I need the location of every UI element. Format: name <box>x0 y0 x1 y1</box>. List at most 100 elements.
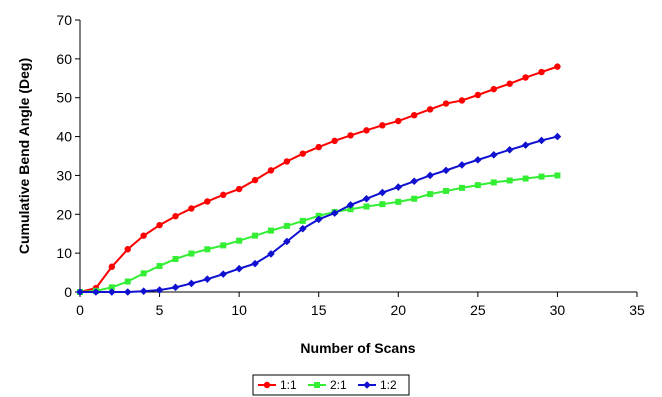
data-point-1-1 <box>204 198 211 205</box>
data-point-1-2 <box>505 145 514 154</box>
data-point-2-1 <box>299 217 306 224</box>
y-axis-title: Cumulative Bend Angle (Deg) <box>16 58 32 254</box>
data-point-1-1 <box>283 158 291 165</box>
data-point-1-1 <box>411 112 418 119</box>
data-point-1-1 <box>299 150 306 157</box>
y-tick-label: 40 <box>56 129 72 145</box>
data-point-1-2 <box>92 288 100 296</box>
data-point-2-1 <box>347 206 354 213</box>
data-point-1-2 <box>267 250 275 258</box>
series-line-2-1 <box>79 174 558 293</box>
data-point-1-2 <box>123 288 132 296</box>
data-point-1-2 <box>330 209 339 217</box>
data-point-1-2 <box>283 237 291 246</box>
data-point-2-1 <box>172 255 179 262</box>
data-point-2-1 <box>554 172 561 179</box>
data-point-1-1 <box>156 221 163 229</box>
data-point-1-1 <box>140 232 147 239</box>
data-point-2-1 <box>124 278 131 285</box>
x-tick-label: 15 <box>311 302 327 318</box>
data-point-1-1 <box>474 91 482 99</box>
data-point-1-2 <box>219 270 228 278</box>
x-ticks: 0 5 10 15 20 25 30 35 <box>76 292 645 318</box>
data-point-1-2 <box>537 136 546 145</box>
data-point-2-1 <box>411 195 418 202</box>
data-point-1-1 <box>124 246 131 253</box>
data-point-1-1 <box>315 143 322 151</box>
y-tick-label: 0 <box>64 284 72 300</box>
data-point-2-1 <box>220 242 227 249</box>
legend-swatch-marker <box>314 382 320 388</box>
data-point-1-2 <box>394 183 403 191</box>
legend-item-2-1: 2:1 <box>308 378 347 392</box>
legend: 1:1 2:1 1:2 <box>252 374 410 396</box>
data-point-1-2 <box>171 283 180 292</box>
axes <box>79 20 637 293</box>
data-point-1-1 <box>220 191 227 199</box>
data-point-1-1 <box>506 80 513 87</box>
data-point-1-1 <box>172 213 179 220</box>
x-tick-label: 20 <box>390 302 406 318</box>
legend-box <box>252 374 410 396</box>
data-point-1-1 <box>426 106 434 113</box>
data-point-1-1 <box>458 97 466 104</box>
data-point-1-1 <box>442 100 450 107</box>
data-point-1-1 <box>395 117 402 125</box>
legend-item-1-1: 1:1 <box>258 378 297 392</box>
y-tick-label: 20 <box>56 206 72 222</box>
data-point-1-2 <box>362 194 371 203</box>
data-point-1-2 <box>299 224 307 233</box>
data-point-1-2 <box>426 171 434 180</box>
data-point-2-1 <box>474 182 481 189</box>
data-point-1-2 <box>314 215 323 224</box>
data-point-1-1 <box>490 85 497 93</box>
x-tick-label: 5 <box>156 302 164 318</box>
data-point-1-2 <box>553 132 562 141</box>
y-tick-label: 50 <box>56 90 72 106</box>
data-point-1-1 <box>331 137 338 145</box>
data-point-1-2 <box>139 287 148 296</box>
y-tick-label: 70 <box>56 12 72 28</box>
legend-label: 1:1 <box>280 378 297 392</box>
data-point-2-1 <box>140 270 147 277</box>
data-point-1-1 <box>235 185 243 193</box>
data-point-1-1 <box>363 127 370 134</box>
data-point-1-1 <box>522 74 529 81</box>
series-2-1 <box>77 172 561 295</box>
legend-swatch-marker <box>363 381 371 389</box>
data-point-1-2 <box>458 161 466 169</box>
data-point-2-1 <box>236 237 243 244</box>
series-1-2 <box>76 132 562 296</box>
data-point-2-1 <box>108 284 115 291</box>
data-point-2-1 <box>458 184 465 191</box>
x-tick-label: 0 <box>76 302 84 318</box>
data-point-1-1 <box>188 205 195 212</box>
data-point-2-1 <box>506 177 513 184</box>
data-point-1-1 <box>554 63 561 70</box>
data-point-1-2 <box>108 288 116 296</box>
data-point-1-2 <box>251 259 259 268</box>
data-point-1-2 <box>155 286 164 294</box>
data-point-2-1 <box>427 191 434 198</box>
series-layer <box>76 63 562 296</box>
y-tick-label: 10 <box>56 245 72 261</box>
series-1-1 <box>76 63 561 296</box>
x-tick-label: 25 <box>470 302 486 318</box>
data-point-2-1 <box>267 227 274 234</box>
data-point-1-2 <box>203 275 212 283</box>
data-point-2-1 <box>538 173 545 180</box>
data-point-2-1 <box>363 203 370 210</box>
data-point-1-2 <box>489 151 498 159</box>
legend-item-1-2: 1:2 <box>358 378 397 392</box>
data-point-1-2 <box>442 166 450 175</box>
data-point-2-1 <box>204 246 211 253</box>
x-tick-label: 10 <box>231 302 247 318</box>
x-axis-title: Number of Scans <box>300 340 415 356</box>
x-tick-label: 30 <box>550 302 566 318</box>
legend-items: 1:1 2:1 1:2 <box>258 378 397 392</box>
data-point-1-2 <box>235 264 243 273</box>
data-point-1-1 <box>379 122 386 129</box>
data-point-2-1 <box>522 175 529 182</box>
data-point-2-1 <box>443 187 450 194</box>
